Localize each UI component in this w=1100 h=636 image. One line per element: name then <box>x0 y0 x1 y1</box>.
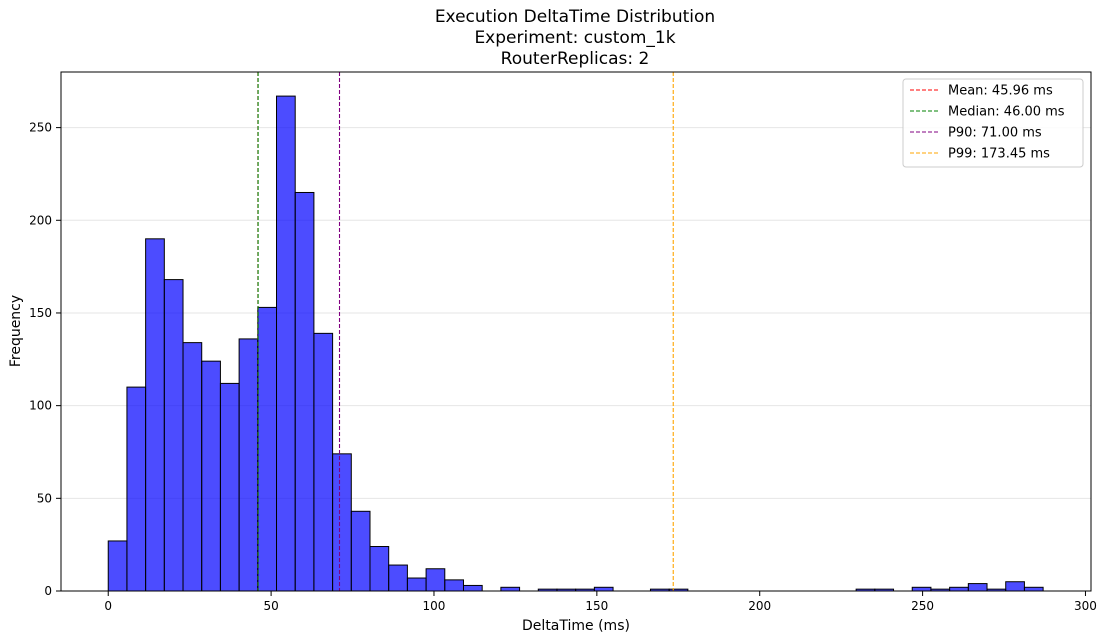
x-tick-label-4: 200 <box>748 599 771 613</box>
histogram-bar-1 <box>126 386 147 592</box>
plot-frame <box>60 71 1092 592</box>
legend-box <box>902 78 1084 168</box>
y-tick-label-4: 200 <box>29 213 52 227</box>
histogram-bar-0 <box>107 540 128 592</box>
x-axis-label: DeltaTime (ms) <box>522 618 630 634</box>
x-tick-label-0: 0 <box>104 599 112 613</box>
y-tick-label-2: 100 <box>29 399 52 413</box>
histogram-bar-21 <box>500 586 521 592</box>
chart-title: Execution DeltaTime Distribution Experim… <box>435 7 715 69</box>
histogram-bar-15 <box>388 564 408 592</box>
histogram-bar-46 <box>967 583 988 592</box>
y-axis-label: Frequency <box>8 295 24 367</box>
y-tick-label-1: 50 <box>37 491 52 505</box>
histogram-bar-4 <box>182 342 203 592</box>
histogram-bar-3 <box>163 279 184 592</box>
x-tick-label-1: 50 <box>263 599 278 613</box>
histogram-bars <box>107 95 1044 592</box>
legend-label-1: Median: 46.00 ms <box>948 105 1065 120</box>
x-tick-label-5: 250 <box>911 599 934 613</box>
y-tick-label-3: 150 <box>29 306 52 320</box>
histogram-bar-14 <box>369 546 390 592</box>
histogram-bar-7 <box>238 338 259 592</box>
chart-title-line-3: RouterReplicas: 2 <box>501 49 650 69</box>
x-tick-label-3: 150 <box>585 599 608 613</box>
histogram-bar-43 <box>911 586 932 592</box>
histogram-bar-5 <box>201 360 221 592</box>
legend-label-0: Mean: 45.96 ms <box>948 84 1053 99</box>
chart-title-line-1: Execution DeltaTime Distribution <box>435 7 715 27</box>
legend: Mean: 45.96 ms Median: 46.00 ms P90: 71.00… <box>902 78 1084 168</box>
histogram-bar-17 <box>425 568 446 592</box>
histogram-bar-49 <box>1023 586 1044 592</box>
x-axis-ticks: 0 50 100 150 200 250 300 <box>104 591 1097 613</box>
legend-label-2: P90: 71.00 ms <box>948 126 1042 141</box>
histogram-bar-26 <box>593 586 614 592</box>
histogram-bar-13 <box>350 510 371 592</box>
x-tick-label-6: 300 <box>1074 599 1097 613</box>
y-tick-label-5: 250 <box>29 121 52 135</box>
x-tick-label-2: 100 <box>423 599 446 613</box>
histogram-bar-19 <box>462 584 483 592</box>
histogram-bar-10 <box>294 191 315 592</box>
y-axis-ticks: 0 50 100 150 200 250 <box>29 121 61 598</box>
histogram-bar-18 <box>444 579 464 592</box>
histogram-bar-16 <box>406 577 427 592</box>
histogram-bar-12 <box>332 453 352 592</box>
histogram-bar-45 <box>949 586 969 592</box>
statistic-lines <box>257 72 674 591</box>
histogram-bar-9 <box>276 95 296 592</box>
histogram-bar-8 <box>257 306 278 592</box>
histogram-bar-11 <box>313 332 334 592</box>
legend-label-3: P99: 173.45 ms <box>948 147 1050 162</box>
y-tick-label-0: 0 <box>44 584 52 598</box>
histogram-bar-6 <box>219 382 240 592</box>
histogram-bar-2 <box>145 238 165 592</box>
histogram-bar-48 <box>1005 581 1025 592</box>
chart-title-line-2: Experiment: custom_1k <box>474 28 675 48</box>
